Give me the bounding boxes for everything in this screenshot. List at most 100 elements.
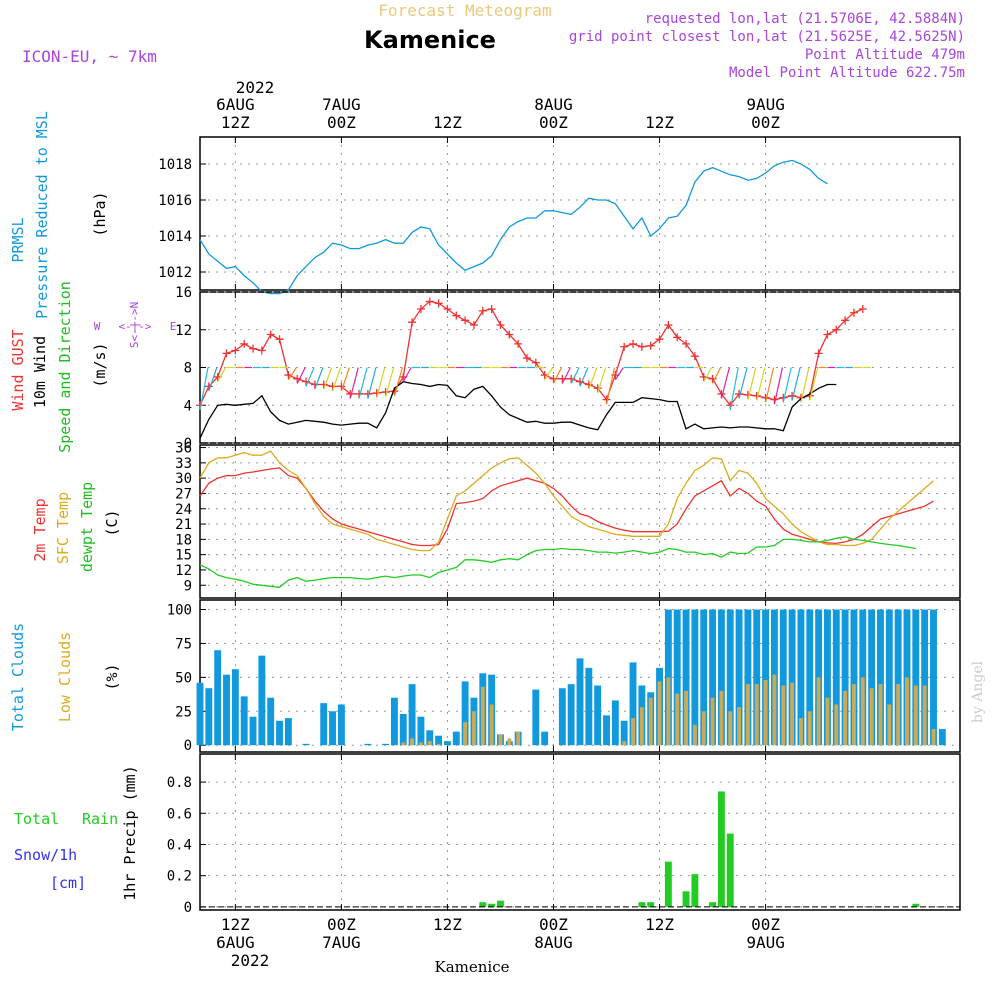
wind-dir-arrow [199, 367, 209, 411]
pressure-panel: 1012 1014 1016 1018 [158, 136, 961, 295]
y-tick-label: 1014 [158, 229, 192, 245]
wind-dir-arrow [756, 367, 766, 401]
gust-marker [646, 341, 655, 350]
gust-marker [841, 316, 850, 325]
wind-dir-arrow [305, 367, 315, 387]
total-cloud-bar [850, 609, 858, 746]
total-cloud-bar [806, 609, 814, 746]
wind-unit: (m/s) [91, 342, 109, 387]
gust-marker [266, 330, 275, 339]
low-cloud-bar [648, 697, 653, 746]
gust-marker [240, 339, 249, 348]
y-tick-label: 0 [184, 738, 192, 754]
precip-bar [717, 791, 725, 907]
wind-dir-arrow [287, 367, 297, 381]
total-cloud-bar [276, 720, 283, 746]
low-cloud-bar [860, 677, 865, 746]
low-cloud-bar [463, 722, 468, 746]
y-tick-label: 75 [175, 636, 192, 652]
total-cloud-bar [611, 700, 619, 746]
total-cloud-bar [691, 609, 699, 746]
model-altitude: Model Point Altitude 622.75m [729, 65, 965, 81]
gust-marker [620, 342, 629, 351]
low-clouds-label: Low Clouds [56, 632, 74, 722]
low-cloud-bar [887, 704, 892, 746]
wind-dir-arrow [747, 367, 757, 400]
total-cloud-bar [921, 609, 929, 746]
gust-marker [425, 297, 434, 306]
low-cloud-bar [772, 674, 777, 746]
y-tick-label: 12 [175, 563, 192, 579]
wind-dir-arrow [703, 367, 713, 382]
gridpoint-coords: grid point closest lon,lat (21.5625E, 42… [569, 29, 965, 45]
compass-w: W [94, 320, 101, 333]
top-day-label: 8AUG [534, 95, 573, 114]
bottom-day-label: 7AUG [322, 933, 361, 952]
series-line-prmsl [199, 159, 828, 295]
series-line-10m-wind [199, 381, 837, 439]
compass-e: E [170, 320, 177, 333]
low-cloud-bar [719, 690, 724, 746]
low-cloud-bar [622, 741, 627, 746]
gust-marker [522, 354, 531, 363]
wind-dir-arrow [314, 367, 324, 390]
gust-marker [673, 333, 682, 342]
wind-dir-arrow [358, 367, 368, 399]
low-cloud-bar [834, 704, 839, 746]
total-cloud-bar [205, 688, 213, 746]
y-tick-label: 100 [167, 603, 192, 619]
precip-bar [488, 903, 496, 907]
wind-dir-arrow [800, 367, 810, 403]
temp-dewpt-label: dewpt Temp [78, 482, 96, 572]
y-tick-label: 36 [175, 441, 192, 457]
wind-dir-arrow [570, 367, 580, 384]
wind-dir-arrow [331, 367, 342, 392]
total-cloud-bar [841, 609, 849, 746]
total-cloud-bar [735, 609, 743, 746]
wind-dir-arrow [544, 367, 554, 381]
bottom-day-label: 6AUG [216, 933, 255, 952]
top-hour-label: 00Z [539, 113, 568, 132]
total-cloud-bar [832, 609, 840, 746]
low-cloud-bar [472, 711, 476, 746]
total-cloud-bar [337, 704, 345, 746]
bottom-hour-label: 12Z [433, 915, 462, 934]
total-cloud-bar [231, 669, 239, 746]
precip-bar [726, 833, 734, 907]
wind-dir-arrow [764, 367, 775, 403]
low-cloud-bar [710, 697, 715, 746]
low-cloud-bar [922, 685, 927, 746]
low-cloud-bar [843, 690, 848, 746]
pressure-unit: (hPa) [91, 191, 109, 236]
total-cloud-bar [532, 689, 540, 746]
total-cloud-bar [885, 609, 893, 746]
total-cloud-bar [267, 697, 275, 746]
wind-10m-label: 10m Wind [31, 336, 49, 408]
y-tick-label: 21 [175, 517, 192, 533]
gust-marker [858, 304, 867, 313]
gust-marker [204, 382, 213, 391]
top-year-label: 2022 [236, 78, 275, 97]
low-cloud-bar [657, 681, 662, 746]
wind-dir-arrow [217, 367, 227, 382]
gust-marker [576, 377, 584, 386]
y-tick-label: 24 [175, 502, 192, 518]
gust-marker [531, 358, 540, 367]
low-cloud-bar [666, 677, 671, 746]
gust-marker [637, 342, 646, 351]
low-cloud-bar [401, 742, 406, 746]
low-cloud-bar [913, 685, 918, 746]
low-cloud-bar [816, 677, 821, 746]
gust-marker [461, 316, 470, 325]
low-cloud-bar [781, 685, 786, 746]
wind-dir-arrow [367, 367, 377, 399]
y-tick-label: 16 [175, 285, 192, 301]
total-cloud-bar [452, 731, 460, 746]
low-cloud-bar [701, 711, 706, 746]
gust-marker [823, 330, 832, 339]
total-cloud-bar [567, 684, 575, 746]
y-tick-label: 9 [184, 578, 192, 594]
top-day-label: 7AUG [322, 95, 361, 114]
total-cloud-bar [594, 685, 602, 746]
